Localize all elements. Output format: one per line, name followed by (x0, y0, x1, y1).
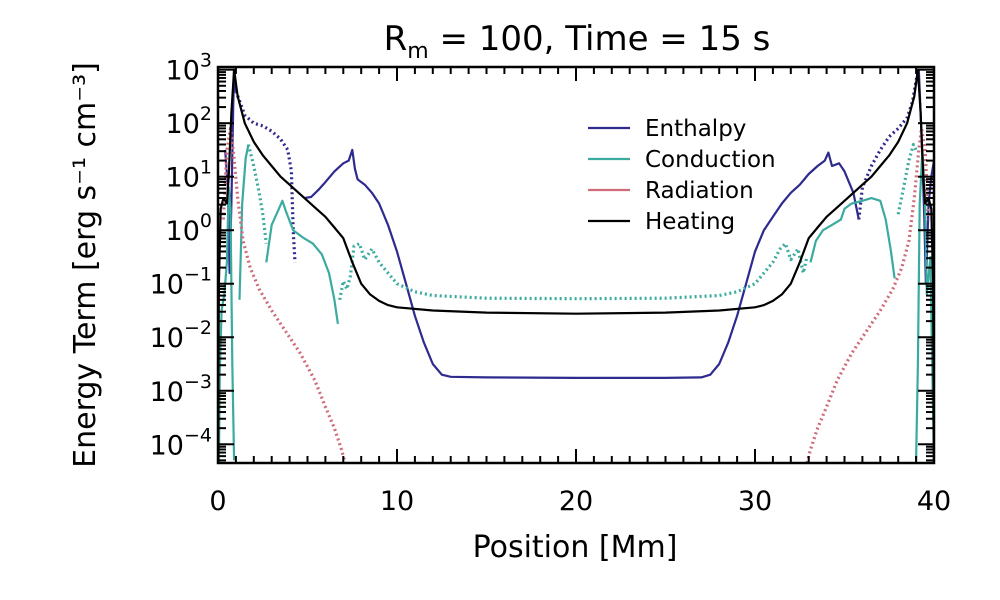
legend-item-conduction: Conduction (588, 147, 776, 173)
x-axis-label: Position [Mm] (473, 530, 678, 565)
y-tick-label: 100 (166, 210, 212, 247)
chart-title: Rm = 100, Time = 15 s (384, 19, 771, 64)
legend-label: Heating (645, 209, 735, 235)
heating-segment-0 (218, 68, 934, 461)
conduction-segment-1 (238, 144, 250, 300)
series-lines (218, 68, 934, 463)
y-tick-label: 101 (166, 157, 212, 194)
series-heating (218, 68, 934, 461)
x-axis-ticks: 0 10 20 30 40 (209, 67, 951, 517)
conduction-segment-5 (809, 197, 896, 279)
y-tick-label: 103 (166, 50, 212, 87)
legend-item-enthalpy: Enthalpy (588, 116, 746, 142)
y-tick-label: 10−3 (150, 371, 212, 408)
enthalpy-segment-1 (234, 90, 297, 263)
y-axis-ticks: 103 102 101 100 10−1 10−2 10−3 10−4 (150, 50, 934, 462)
x-tick-label: 0 (209, 486, 226, 517)
y-tick-label: 10−1 (150, 264, 212, 301)
legend-label: Radiation (645, 178, 754, 204)
y-tick-label: 10−2 (150, 317, 212, 354)
y-tick-label: 10−4 (150, 424, 212, 461)
enthalpy-segment-3 (857, 69, 921, 220)
x-tick-label: 10 (380, 486, 414, 517)
conduction-segment-6 (896, 143, 918, 215)
legend-item-heating: Heating (588, 209, 735, 235)
x-tick-label: 30 (738, 486, 772, 517)
conduction-segment-2 (246, 144, 268, 244)
x-tick-label: 40 (917, 486, 951, 517)
conduction-segment-3 (265, 199, 339, 325)
legend-item-radiation: Radiation (588, 178, 754, 204)
x-tick-label: 20 (559, 486, 593, 517)
legend-label: Conduction (645, 147, 776, 173)
legend: Enthalpy Conduction Radiation Heating (588, 116, 776, 235)
series-conduction (218, 143, 934, 463)
y-tick-label: 102 (166, 103, 212, 140)
enthalpy-segment-2 (303, 148, 860, 379)
y-axis-label: Energy Term [erg s⁻¹ cm⁻³] (68, 62, 103, 468)
conduction-segment-4 (338, 242, 809, 301)
legend-label: Enthalpy (645, 116, 746, 142)
